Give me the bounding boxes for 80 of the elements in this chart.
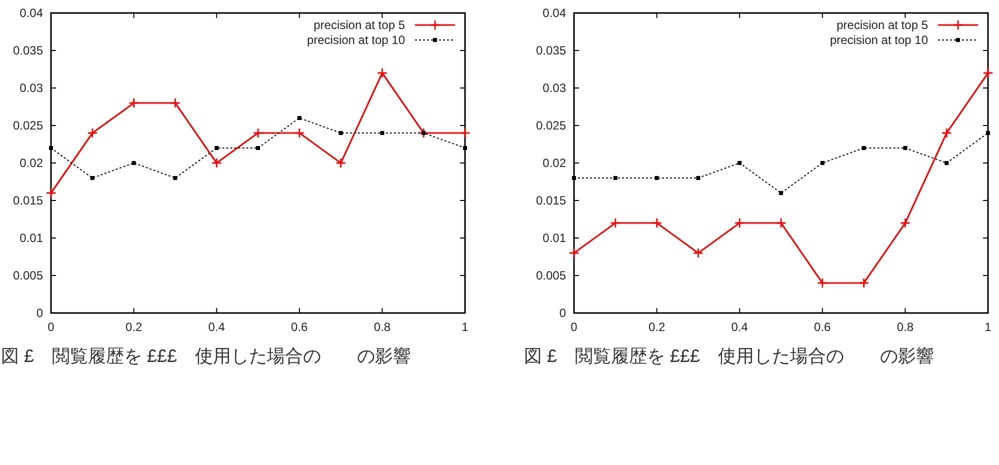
point: [693, 248, 704, 258]
point: [173, 176, 178, 180]
x-tick-label: 0.6: [814, 320, 832, 334]
y-tick-label: 0.04: [20, 6, 44, 20]
point: [463, 146, 467, 150]
y-tick-label: 0.035: [536, 44, 566, 58]
point: [779, 191, 783, 195]
point: [738, 161, 742, 165]
point: [252, 128, 264, 138]
point: [613, 176, 618, 180]
y-tick-label: 0.025: [12, 118, 44, 132]
y-tick-label: 0.03: [542, 81, 566, 95]
point: [297, 116, 302, 120]
legend-label: precision at top 5: [314, 18, 406, 32]
x-tick-label: 0.2: [125, 320, 142, 334]
y-tick-label: 0: [559, 306, 566, 320]
point: [170, 98, 180, 108]
point: [338, 131, 343, 135]
point: [817, 278, 828, 288]
point: [460, 128, 470, 138]
point: [294, 128, 305, 138]
y-tick-label: 0: [36, 306, 44, 320]
point: [211, 158, 222, 168]
y-tick-label: 0.015: [536, 194, 566, 208]
point: [380, 131, 384, 135]
y-tick-label: 0.015: [12, 194, 44, 208]
point: [87, 128, 98, 138]
point: [941, 128, 952, 138]
point: [256, 146, 260, 150]
point: [903, 146, 908, 150]
point: [654, 176, 659, 180]
y-tick-label: 0.03: [20, 81, 44, 95]
y-tick-label: 0.02: [20, 156, 44, 170]
y-tick-label: 0.005: [12, 268, 44, 282]
point: [128, 98, 139, 108]
y-tick-label: 0.025: [536, 118, 566, 132]
point: [418, 128, 429, 138]
point: [568, 248, 580, 258]
x-tick-label: 0.2: [648, 320, 666, 334]
point: [572, 176, 576, 180]
legend-label: precision at top 10: [306, 33, 406, 47]
point: [900, 218, 910, 228]
x-tick-label: 0: [48, 320, 55, 334]
x-tick-label: 0.8: [374, 320, 391, 334]
x-tick-label: 1: [462, 320, 469, 334]
point: [734, 218, 745, 228]
y-tick-label: 0.02: [542, 156, 566, 170]
point: [610, 218, 621, 228]
point: [49, 146, 53, 150]
x-tick-label: 0.4: [731, 320, 748, 334]
text: 図 £ 閲覧履歴を £££ 使用した場合の の影響: [524, 346, 934, 366]
y-tick-label: 0.035: [12, 44, 44, 58]
point: [696, 176, 700, 180]
point: [214, 146, 219, 150]
text: 図 £ 閲覧履歴を £££ 使用した場合の の影響: [1, 346, 412, 366]
x-tick-label: 0.8: [896, 320, 914, 334]
point: [422, 131, 426, 135]
x-tick-label: 0.4: [208, 320, 226, 334]
y-tick-label: 0.04: [542, 6, 566, 20]
point: [90, 176, 94, 180]
legend-label: precision at top 10: [830, 33, 928, 47]
point: [986, 131, 990, 135]
point: [336, 158, 346, 168]
point: [982, 68, 994, 78]
point: [46, 188, 56, 198]
y-tick-label: 0.01: [20, 231, 44, 245]
point: [944, 161, 949, 165]
point: [377, 68, 388, 78]
point: [858, 278, 869, 288]
point: [652, 218, 662, 228]
x-tick-label: 0: [570, 320, 578, 334]
point: [862, 146, 866, 150]
point: [820, 161, 824, 165]
y-tick-label: 0.005: [536, 268, 566, 282]
x-tick-label: 0.6: [291, 320, 308, 334]
point: [776, 218, 786, 228]
point: [132, 161, 136, 165]
legend-label: precision at top 5: [836, 18, 928, 32]
y-tick-label: 0.01: [542, 231, 566, 245]
x-tick-label: 1: [984, 320, 992, 334]
